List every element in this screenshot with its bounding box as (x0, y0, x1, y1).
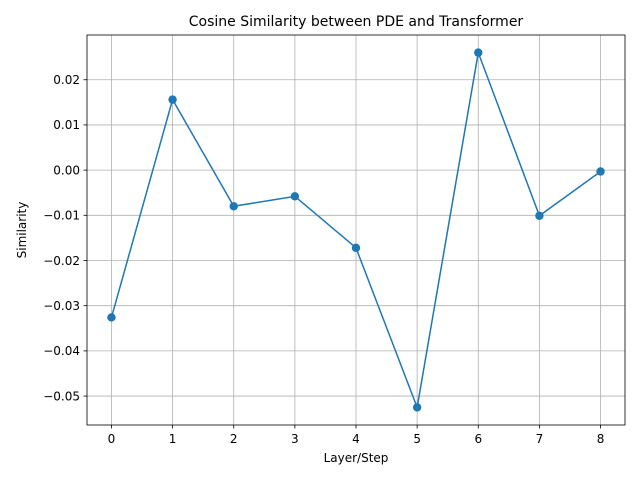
data-point (107, 313, 116, 322)
x-tick-label: 5 (413, 432, 421, 446)
x-tick-label: 0 (108, 432, 116, 446)
y-tick-label: 0.00 (53, 163, 80, 177)
x-tick-label: 6 (474, 432, 482, 446)
y-tick-label: 0.02 (53, 73, 80, 87)
data-point (168, 95, 177, 104)
y-tick-label: −0.01 (43, 209, 80, 223)
x-tick-label: 3 (291, 432, 299, 446)
chart-title: Cosine Similarity between PDE and Transf… (189, 14, 524, 30)
data-point (351, 243, 361, 253)
data-point (535, 211, 544, 220)
x-axis-label: Layer/Step (324, 451, 389, 465)
x-tick-label: 7 (536, 432, 544, 446)
y-tick-label: −0.03 (43, 299, 80, 313)
x-tick-label: 4 (352, 432, 360, 446)
grid (87, 35, 625, 425)
data-point (229, 202, 238, 211)
y-axis-ticks: −0.05 −0.04 −0.03 −0.02 −0.01 0.00 0.01 0.02 (43, 73, 87, 403)
series (107, 48, 605, 412)
x-tick-label: 2 (230, 432, 238, 446)
y-tick-label: −0.04 (43, 344, 80, 358)
data-point (474, 48, 483, 57)
data-point (290, 192, 300, 201)
x-axis-ticks: 0 1 2 3 4 5 6 7 8 (108, 425, 605, 446)
y-tick-label: −0.02 (43, 254, 80, 268)
data-point (412, 403, 422, 412)
x-tick-label: 1 (169, 432, 177, 446)
y-tick-label: −0.05 (43, 389, 80, 403)
y-axis-label: Similarity (15, 202, 29, 259)
x-tick-label: 8 (597, 432, 605, 446)
y-tick-label: 0.01 (53, 118, 80, 132)
data-point (596, 167, 605, 176)
